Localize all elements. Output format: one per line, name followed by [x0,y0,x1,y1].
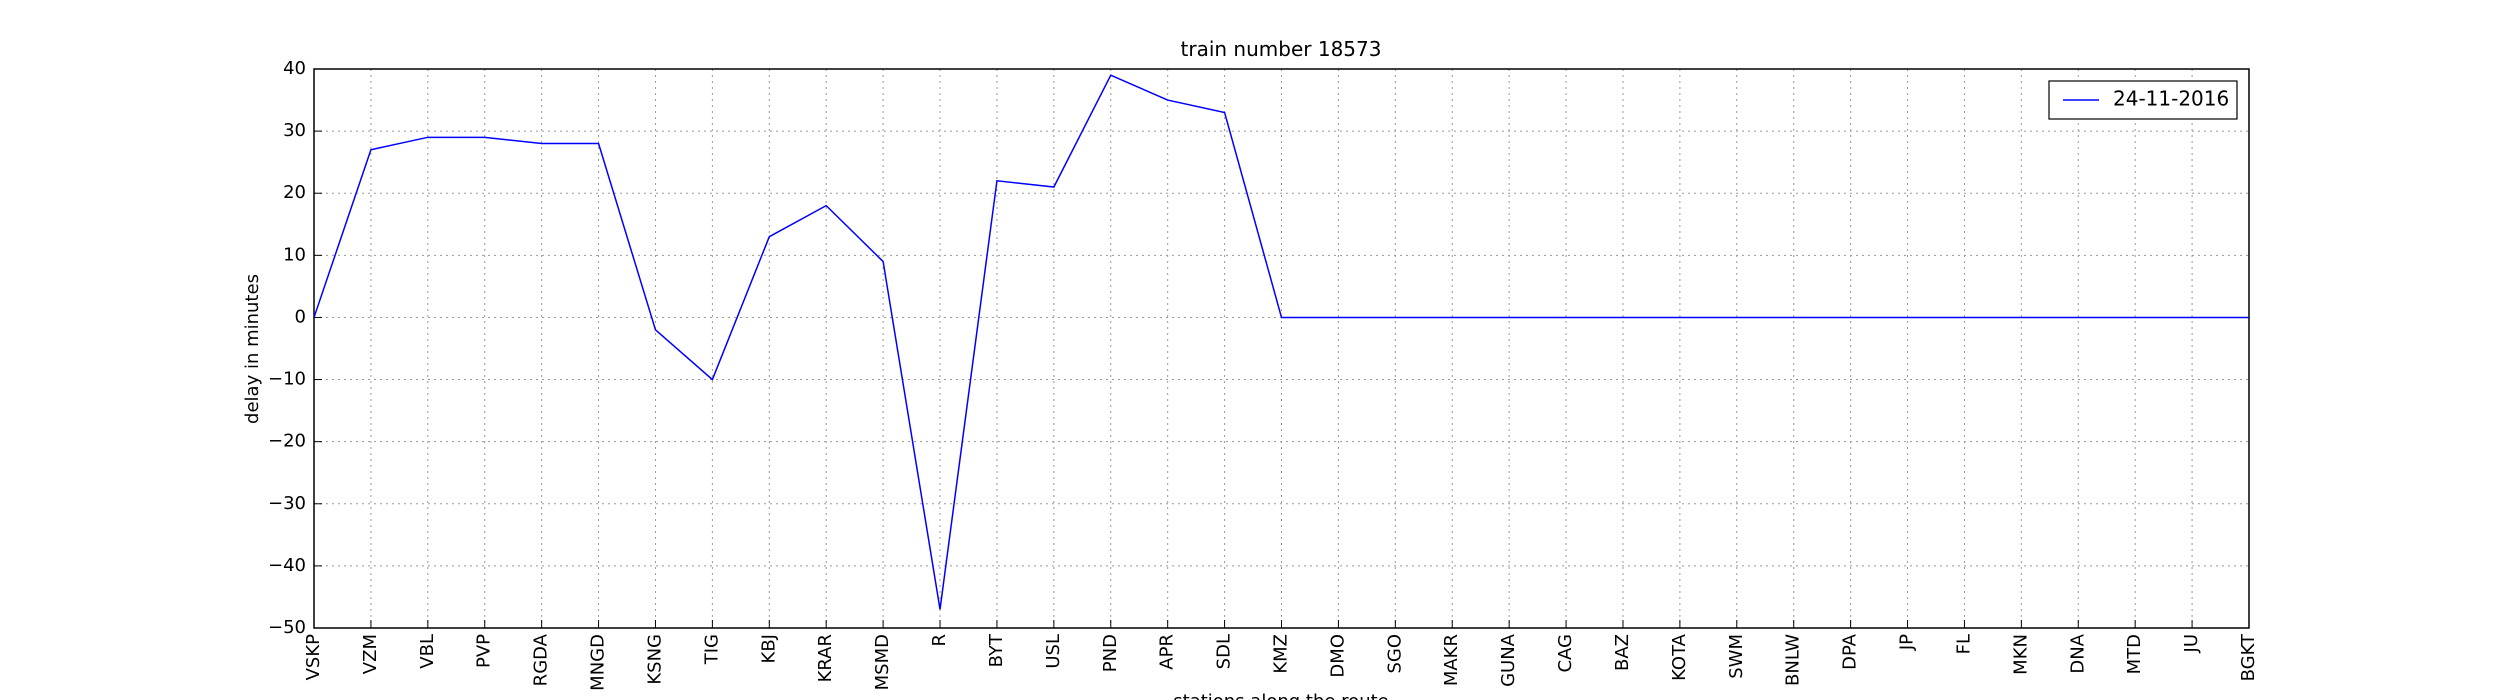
x-tick-label: PND [1100,634,1121,672]
x-tick-label: VSKP [303,634,324,681]
x-tick-label: USL [1043,634,1064,669]
y-tick-label: −40 [268,555,306,576]
x-tick-label: PVP [474,634,495,668]
x-tick-label: KMZ [1271,634,1292,674]
x-tick-label: R [929,634,950,647]
x-tick-label: MSMD [872,634,893,690]
x-tick-label: DNA [2067,633,2088,673]
plot-frame [313,68,2250,629]
y-tick-label: −50 [268,617,306,638]
x-tick-label: BYT [986,633,1007,667]
y-tick-label: 0 [295,306,306,327]
x-tick-label: SGO [1384,634,1405,674]
x-tick-label: KSNG [644,634,665,685]
y-tick-label: 20 [283,182,306,203]
y-tick-label: −30 [268,493,306,514]
x-tick-label: SWM [1726,634,1747,679]
x-tick-label: KRAR [815,634,836,682]
x-tick-label: CAG [1555,634,1576,673]
x-tick-label: BAZ [1612,634,1633,671]
x-tick-label: KBJ [758,634,779,663]
x-tick-label: VZM [360,634,381,674]
x-tick-label: APR [1157,634,1178,670]
x-tick-label: MKN [2010,634,2031,675]
x-tick-label: MAKR [1441,634,1462,686]
y-tick-label: −10 [268,369,306,390]
x-tick-label: FL [1953,634,1974,654]
x-tick-label: TIG [701,634,722,665]
y-tick-label: −20 [268,431,306,452]
x-tick-label: DMO [1327,634,1348,678]
y-tick-label: 10 [283,244,306,265]
x-axis-label: stations along the route [1173,691,1388,700]
x-tick-label: DPA [1840,633,1861,670]
y-tick-label: 40 [283,58,306,79]
x-tick-label: MTD [2124,634,2145,674]
x-tick-label: BGKT [2238,633,2259,681]
y-tick-label: 30 [283,120,306,141]
data-line [313,74,2249,610]
x-tick-label: SDL [1214,634,1235,669]
x-tick-label: KOTA [1669,633,1690,681]
legend-label: 24-11-2016 [2113,87,2229,111]
x-tick-label: RGDA [531,633,552,686]
x-tick-label: GUNA [1498,633,1519,687]
x-tick-label: JU [2181,634,2202,653]
x-tick-label: MNGD [588,634,609,691]
y-axis-label: delay in minutes [242,274,263,424]
x-tick-label: JP [1897,634,1918,651]
x-tick-label: VBL [417,634,438,669]
chart-title: train number 18573 [1181,37,1382,61]
x-tick-label: BNLW [1783,634,1804,686]
